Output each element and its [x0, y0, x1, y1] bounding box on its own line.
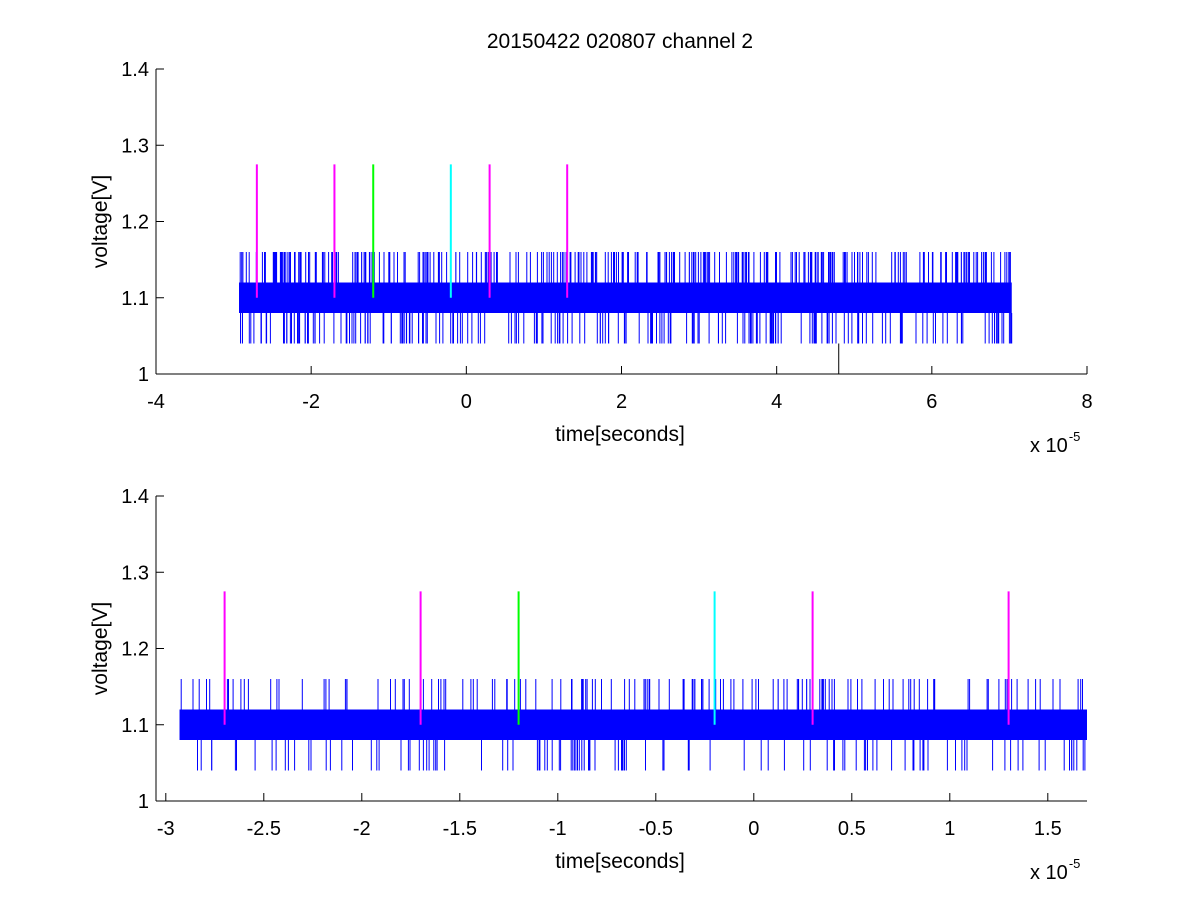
bottom-x-tick-label: -1.5 — [443, 818, 477, 840]
bottom-x-tick-label: -2 — [353, 818, 371, 840]
bottom-signal-series — [179, 679, 1087, 771]
bottom-y-tick-label: 1.1 — [121, 715, 149, 737]
bottom-y-axis-label: voltage[V] — [89, 602, 112, 695]
top-x-tick-label: -4 — [147, 391, 165, 413]
bottom-plot: -3 -2.5 -2 -1.5 -1 -0.5 0 0.5 1 1.5 1 1.1 1.2 1.3 1.4 t… — [89, 486, 1087, 884]
bottom-y-tick-label: 1 — [138, 791, 149, 813]
top-x-tick-label: -2 — [302, 391, 320, 413]
top-y-tick-label: 1 — [138, 364, 149, 386]
top-x-axis-label: time[seconds] — [555, 423, 685, 446]
top-x-tick-label: 0 — [461, 391, 472, 413]
bottom-y-tick-label: 1.4 — [121, 486, 149, 508]
bottom-x-tick-label: -3 — [157, 818, 175, 840]
top-y-axis-label: voltage[V] — [89, 175, 112, 268]
bottom-x-tick-label: 0.5 — [838, 818, 866, 840]
top-x-tick-label: 4 — [771, 391, 782, 413]
bottom-x-tick-label: -1 — [549, 818, 567, 840]
top-signal-baseline-band — [239, 282, 1012, 313]
bottom-y-tick-label: 1.3 — [121, 562, 149, 584]
bottom-x-tick-label: 1.5 — [1034, 818, 1062, 840]
bottom-x-tick-label: 0 — [748, 818, 759, 840]
bottom-x-axis-label: time[seconds] — [555, 850, 685, 873]
top-x-exponent-label: x 10-5 — [1030, 429, 1080, 457]
bottom-y-tick-label: 1.2 — [121, 639, 149, 661]
bottom-x-exponent-base: x 10 — [1030, 862, 1068, 884]
bottom-x-tick-label: 1 — [944, 818, 955, 840]
chart-title: 20150422 020807 channel 2 — [487, 30, 753, 53]
top-plot: -4 -2 0 2 4 6 8 1 1.1 1.2 1.3 1.4 time[seconds] volta… — [89, 59, 1093, 457]
bottom-x-exponent-power: -5 — [1069, 856, 1081, 871]
bottom-x-tick-label: -2.5 — [247, 818, 281, 840]
top-x-tick-label: 8 — [1081, 391, 1092, 413]
top-y-tick-label: 1.4 — [121, 59, 149, 81]
top-y-tick-label: 1.1 — [121, 288, 149, 310]
bottom-x-tick-label: -0.5 — [639, 818, 673, 840]
bottom-x-exponent-label: x 10-5 — [1030, 856, 1080, 884]
top-x-tick-label: 6 — [926, 391, 937, 413]
top-signal-series — [239, 252, 1013, 344]
top-x-exponent-base: x 10 — [1030, 435, 1068, 457]
top-y-tick-label: 1.2 — [121, 212, 149, 234]
top-y-tick-label: 1.3 — [121, 135, 149, 157]
bottom-signal-spikes — [180, 679, 1086, 771]
top-x-tick-label: 2 — [616, 391, 627, 413]
bottom-signal-baseline-band — [179, 709, 1087, 740]
top-x-exponent-power: -5 — [1069, 429, 1081, 444]
